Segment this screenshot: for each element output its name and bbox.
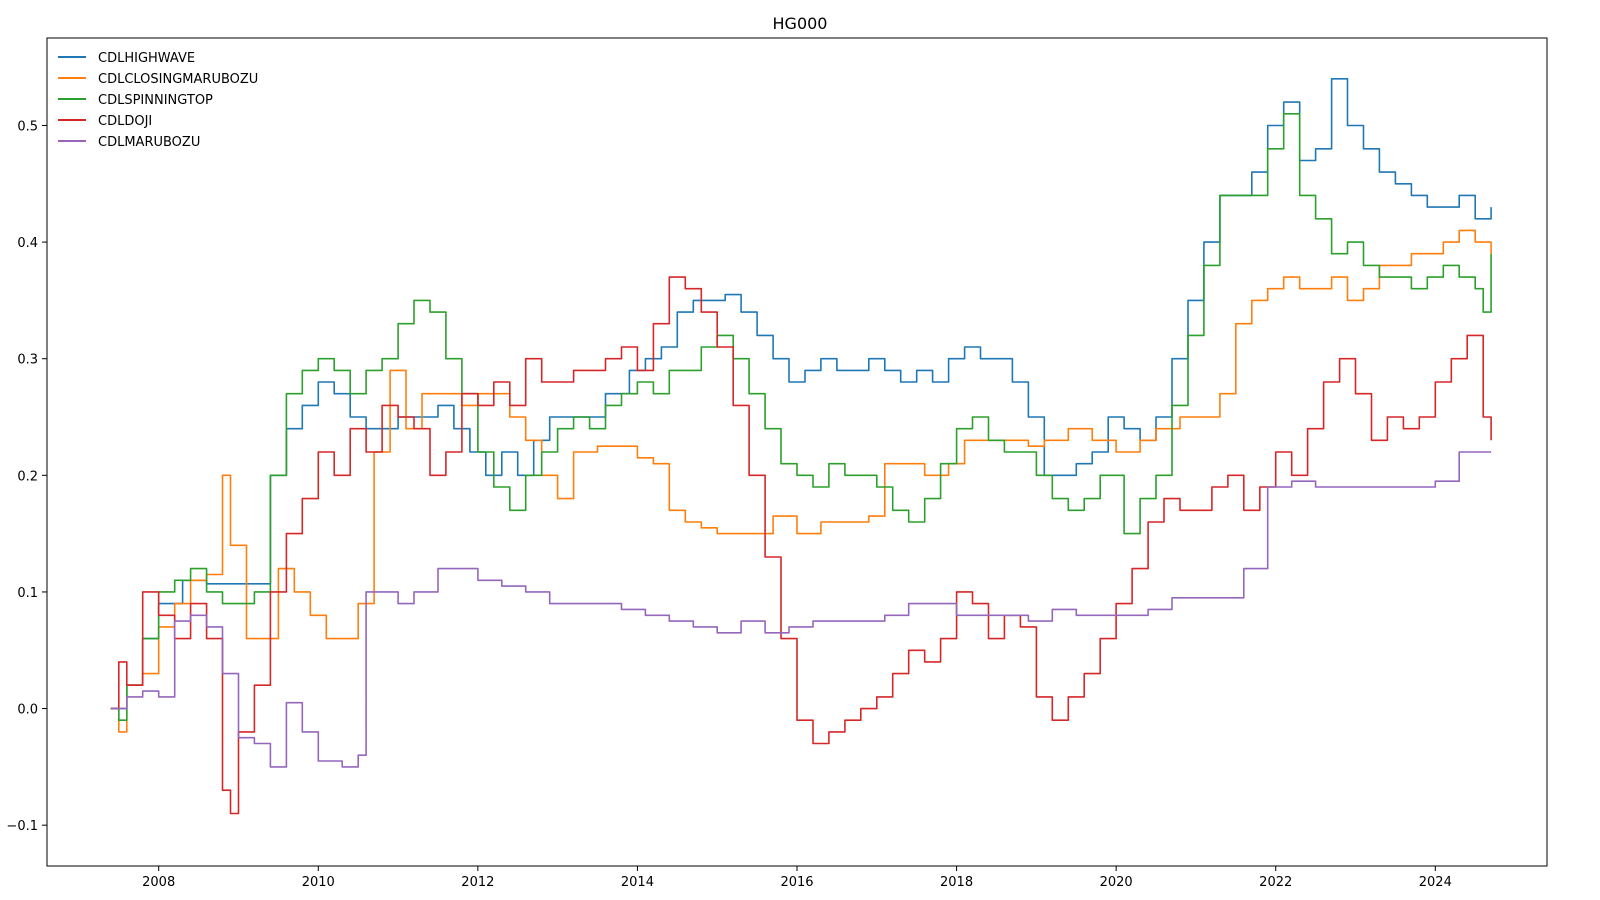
- y-axis: −0.1 0.0 0.1 0.2 0.3 0.4 0.5: [6, 119, 47, 834]
- x-tick-label: 2022: [1259, 875, 1292, 890]
- legend-label: CDLDOJI: [98, 114, 152, 129]
- plot-area: [46, 37, 1548, 867]
- y-tick-label: −0.1: [6, 819, 38, 834]
- series-line-cdlspinningtop: [110, 113, 1492, 721]
- x-tick-label: 2018: [940, 875, 973, 890]
- series-layer: [110, 78, 1492, 815]
- x-tick-label: 2016: [780, 875, 813, 890]
- y-tick-label: 0.0: [17, 703, 38, 718]
- series-line-cdlclosingmarubozu: [110, 229, 1492, 733]
- chart-title: HG000: [773, 14, 828, 33]
- plot-frame: [46, 37, 1548, 867]
- legend-label: CDLSPINNINGTOP: [98, 93, 213, 108]
- y-tick-label: 0.5: [17, 119, 38, 134]
- y-tick-label: 0.4: [17, 236, 38, 251]
- x-axis: 2008 2010 2012 2014 2016 2018 2020 2022 2024: [142, 866, 1452, 890]
- y-tick-label: 0.2: [17, 469, 38, 484]
- series-line-cdlmarubozu: [110, 451, 1492, 768]
- x-tick-label: 2024: [1419, 875, 1452, 890]
- legend: CDLHIGHWAVE CDLCLOSINGMARUBOZU CDLSPINNING…: [58, 51, 258, 150]
- legend-label: CDLHIGHWAVE: [98, 51, 195, 66]
- x-tick-label: 2008: [142, 875, 175, 890]
- x-tick-label: 2010: [302, 875, 335, 890]
- legend-label: CDLMARUBOZU: [98, 135, 200, 150]
- y-tick-label: 0.3: [17, 353, 38, 368]
- legend-label: CDLCLOSINGMARUBOZU: [98, 72, 258, 87]
- x-tick-label: 2014: [621, 875, 654, 890]
- x-tick-label: 2020: [1100, 875, 1133, 890]
- x-tick-label: 2012: [461, 875, 494, 890]
- y-tick-label: 0.1: [17, 586, 38, 601]
